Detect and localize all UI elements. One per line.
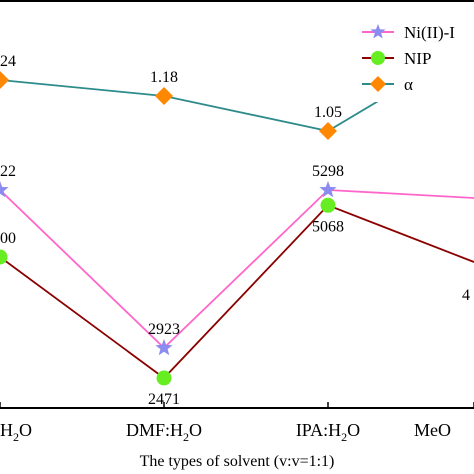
data-label: 1.18 [150, 69, 178, 86]
series-line [0, 204, 474, 380]
data-label: 4 [462, 287, 470, 304]
data-label: 24 [0, 53, 16, 70]
data-point-circle [0, 249, 8, 265]
data-label: 1.05 [314, 104, 342, 121]
plot-area: 22 2923 5298 00 2471 5068 4 24 1.18 1.05 [0, 43, 474, 408]
data-point-diamond [370, 76, 386, 92]
data-point-circle [320, 197, 336, 213]
data-point-diamond [0, 71, 9, 89]
data-label: 2471 [148, 391, 180, 408]
data-point-diamond [155, 87, 173, 105]
x-tick-label: MeO [414, 420, 451, 440]
legend-label: Ni(II)-I [404, 23, 455, 42]
data-point-star [0, 181, 9, 198]
data-label: 22 [0, 163, 16, 180]
legend: Ni(II)-I NIP α [354, 10, 474, 102]
legend-entry: Ni(II)-I [362, 23, 455, 42]
data-point-star [155, 338, 173, 356]
data-point-circle [371, 51, 385, 65]
x-axis: H2O DMF:H2O IPA:H2O MeO [0, 0, 474, 444]
data-label: 2923 [148, 321, 180, 338]
x-tick-label: H2O [0, 420, 32, 444]
data-point-circle [156, 370, 172, 386]
data-point-star [370, 24, 386, 39]
legend-entry: NIP [362, 49, 431, 68]
x-tick-label: DMF:H2O [126, 420, 202, 444]
data-point-diamond [319, 122, 337, 140]
legend-entry: α [362, 75, 413, 94]
series-line [0, 189, 474, 350]
data-label: 5298 [312, 163, 344, 180]
data-point-star [319, 181, 337, 198]
data-label: 5068 [312, 218, 344, 235]
x-axis-label: The types of solvent (v:v=1:1) [140, 453, 335, 470]
legend-label: NIP [404, 49, 431, 68]
data-label: 00 [0, 230, 16, 247]
x-tick-label: IPA:H2O [296, 420, 360, 444]
legend-label: α [404, 75, 413, 94]
